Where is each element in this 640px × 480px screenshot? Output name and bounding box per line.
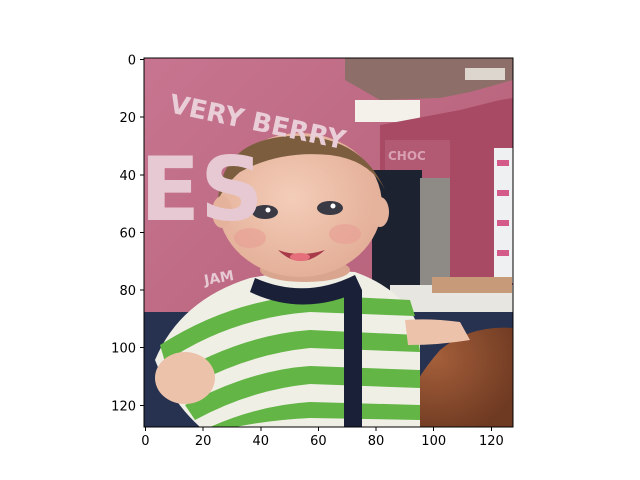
y-axis: 0 20 40 60 80 100 120 (111, 53, 144, 414)
doorway (420, 178, 450, 293)
x-axis: 0 20 40 60 80 100 120 (141, 427, 503, 449)
baby-photo-image: VERY BERRY ES CHOC JAM (140, 58, 513, 427)
wall-text-es: ES (140, 138, 264, 241)
y-tick-label: 40 (119, 169, 136, 184)
onesie-placket (344, 290, 362, 427)
x-tick-label: 120 (479, 434, 504, 449)
x-tick-label: 60 (310, 434, 327, 449)
x-tick-label: 80 (368, 434, 385, 449)
x-tick-label: 0 (141, 434, 149, 449)
y-tick-label: 100 (111, 342, 136, 357)
counter-item (432, 277, 512, 293)
y-tick-label: 120 (111, 399, 136, 414)
x-tick-label: 20 (195, 434, 212, 449)
wall-text-choc: CHOC (388, 149, 426, 163)
right-eye (317, 201, 343, 215)
ceiling-light (355, 100, 420, 122)
y-tick-label: 80 (119, 284, 136, 299)
right-hand (405, 319, 470, 345)
y-tick-label: 60 (119, 226, 136, 241)
display-fridge (494, 148, 513, 283)
x-tick-label: 40 (252, 434, 269, 449)
y-tick-label: 20 (119, 111, 136, 126)
x-tick-label: 100 (421, 434, 446, 449)
left-hand (155, 352, 215, 404)
y-tick-label: 0 (128, 53, 136, 68)
ceiling-light-far (465, 68, 505, 80)
